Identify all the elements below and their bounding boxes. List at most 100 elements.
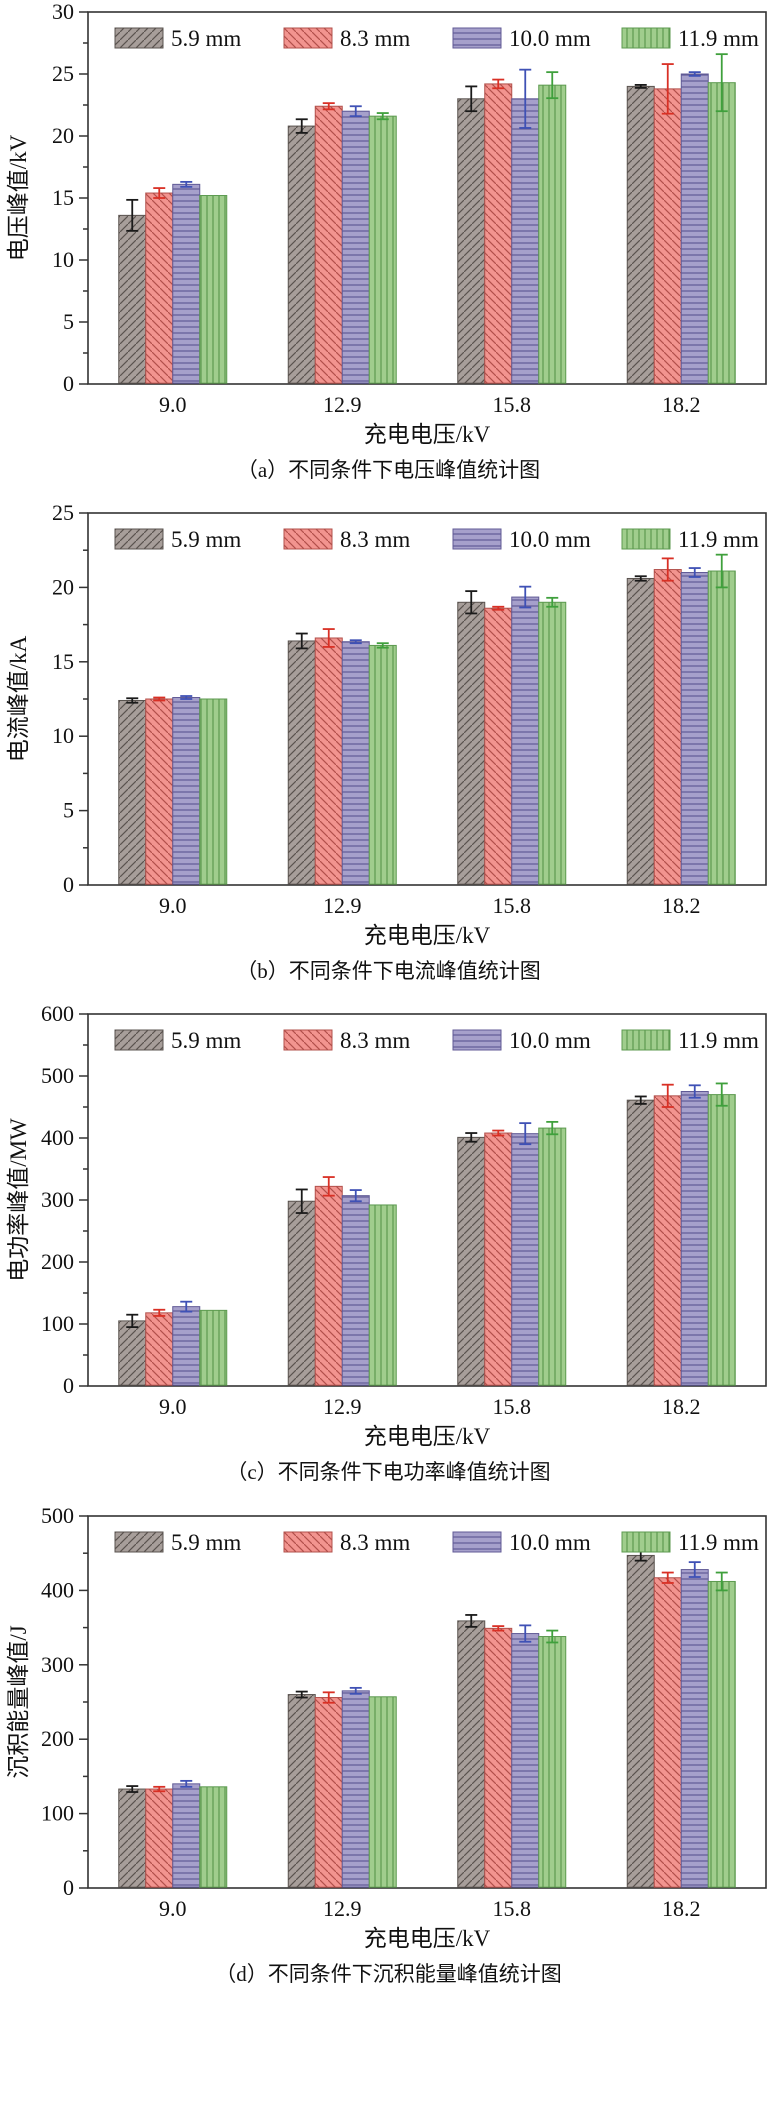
error-bar: [661, 63, 674, 115]
legend-swatch-5.9mm: [114, 528, 164, 550]
bar-8.3mm-9.0: [145, 698, 174, 885]
legend-swatch-8.3mm: [283, 1029, 333, 1051]
error-bar: [688, 1560, 701, 1578]
bar-10.0mm-9.0: [172, 183, 201, 384]
error-bar: [465, 1613, 478, 1628]
bar-5.9mm-9.0: [118, 700, 147, 885]
error-bar: [465, 1132, 478, 1143]
legend-swatch-10.0mm: [452, 528, 502, 550]
y-axis-title: 电压峰值/kV: [6, 134, 31, 261]
error-bar: [465, 590, 478, 615]
chart-a-caption: （a）不同条件下电压峰值统计图: [236, 458, 541, 482]
y-tick-label: 100: [41, 1311, 74, 1336]
bar-5.9mm-9.0: [118, 1320, 147, 1387]
error-bar: [546, 71, 559, 100]
error-bar: [180, 695, 193, 701]
chart-c-canvas: 0 100 200 300 400 500 600 9.0 12.9 15.8 18.2 5.9 mm…: [6, 1002, 767, 1449]
y-axis-title: 沉积能量峰值/J: [6, 1625, 31, 1778]
bar-5.9mm-12.9: [287, 1201, 316, 1387]
error-bar: [519, 1624, 532, 1643]
y-tick-label: 400: [41, 1577, 74, 1602]
error-bar: [492, 606, 505, 611]
bar-8.3mm-15.8: [484, 83, 513, 384]
bar-5.9mm-15.8: [457, 1137, 486, 1387]
legend-label: 10.0 mm: [509, 527, 591, 552]
chart-a: 0 5 10 15 20 25 30 9.0 12.9 15.8 18.2 5.9 mm 8.3 mm 1…: [0, 0, 777, 483]
bar-5.9mm-12.9: [287, 125, 316, 384]
bar-5.9mm-15.8: [457, 1619, 486, 1888]
error-bar: [295, 118, 308, 134]
error-bar: [180, 1301, 193, 1313]
legend-swatch-8.3mm: [283, 528, 333, 550]
error-bar: [349, 1686, 362, 1695]
bar-5.9mm-12.9: [287, 1693, 316, 1888]
bar-5.9mm-18.2: [626, 1554, 655, 1888]
bar-11.9mm-12.9: [368, 1695, 397, 1888]
error-bar: [295, 632, 308, 650]
error-bar: [295, 1188, 308, 1215]
y-tick-label: 200: [41, 1249, 74, 1274]
error-bar: [688, 71, 701, 77]
error-bar: [634, 84, 647, 89]
bar-10.0mm-12.9: [341, 110, 370, 384]
y-tick-label: 0: [63, 872, 74, 897]
error-bar: [492, 1130, 505, 1137]
x-tick-label: 9.0: [159, 392, 187, 417]
bar-11.9mm-18.2: [707, 1094, 736, 1387]
y-tick-label: 500: [41, 1504, 74, 1528]
error-bar: [126, 1784, 139, 1793]
legend-label: 5.9 mm: [171, 1028, 241, 1053]
legend-swatch-11.9mm: [621, 1029, 671, 1051]
bar-11.9mm-12.9: [368, 115, 397, 384]
legend-label: 8.3 mm: [340, 527, 410, 552]
y-tick-label: 20: [52, 123, 74, 148]
y-tick-label: 0: [63, 371, 74, 396]
legend-swatch-11.9mm: [621, 27, 671, 49]
legend-label: 10.0 mm: [509, 1028, 591, 1053]
error-bar: [715, 1571, 728, 1591]
figure-page: 0 5 10 15 20 25 30 9.0 12.9 15.8 18.2 5.9 mm 8.3 mm 1…: [0, 0, 777, 1986]
error-bar: [349, 1189, 362, 1203]
legend-label: 11.9 mm: [678, 1530, 759, 1555]
error-bar: [661, 1084, 674, 1109]
error-bar: [322, 102, 335, 111]
error-bar: [519, 68, 532, 129]
legend-swatch-5.9mm: [114, 27, 164, 49]
error-bar: [715, 1082, 728, 1108]
x-tick-label: 15.8: [493, 893, 532, 918]
legend-swatch-8.3mm: [283, 27, 333, 49]
bar-8.3mm-12.9: [314, 1696, 343, 1888]
bar-11.9mm-9.0: [199, 698, 228, 885]
bar-11.9mm-15.8: [538, 601, 567, 885]
bar-8.3mm-12.9: [314, 1186, 343, 1387]
legend-label: 11.9 mm: [678, 527, 759, 552]
legend-swatch-5.9mm: [114, 1531, 164, 1553]
legend-swatch-10.0mm: [452, 27, 502, 49]
bar-11.9mm-15.8: [538, 84, 567, 384]
x-tick-label: 12.9: [323, 1896, 362, 1921]
bar-11.9mm-12.9: [368, 1204, 397, 1387]
bar-10.0mm-15.8: [511, 596, 540, 885]
bar-10.0mm-9.0: [172, 697, 201, 885]
chart-b-caption: （b）不同条件下电流峰值统计图: [236, 959, 541, 984]
error-bar: [126, 1314, 139, 1329]
error-bar: [126, 697, 139, 704]
y-tick-label: 600: [41, 1002, 74, 1026]
bar-10.0mm-12.9: [341, 1689, 370, 1888]
error-bar: [322, 1176, 335, 1197]
x-tick-label: 12.9: [323, 1394, 362, 1419]
bar-10.0mm-15.8: [511, 98, 540, 384]
bar-5.9mm-18.2: [626, 578, 655, 885]
bar-5.9mm-12.9: [287, 640, 316, 885]
bar-8.3mm-18.2: [653, 569, 682, 885]
legend-label: 5.9 mm: [171, 1530, 241, 1555]
error-bar: [715, 553, 728, 589]
bar-8.3mm-12.9: [314, 637, 343, 885]
error-bar: [126, 198, 139, 232]
x-axis-title: 充电电压/kV: [364, 1424, 491, 1449]
y-tick-label: 5: [63, 309, 74, 334]
error-bar: [661, 1571, 674, 1584]
error-bar: [492, 78, 505, 90]
error-bar: [153, 187, 166, 199]
bar-8.3mm-12.9: [314, 105, 343, 384]
